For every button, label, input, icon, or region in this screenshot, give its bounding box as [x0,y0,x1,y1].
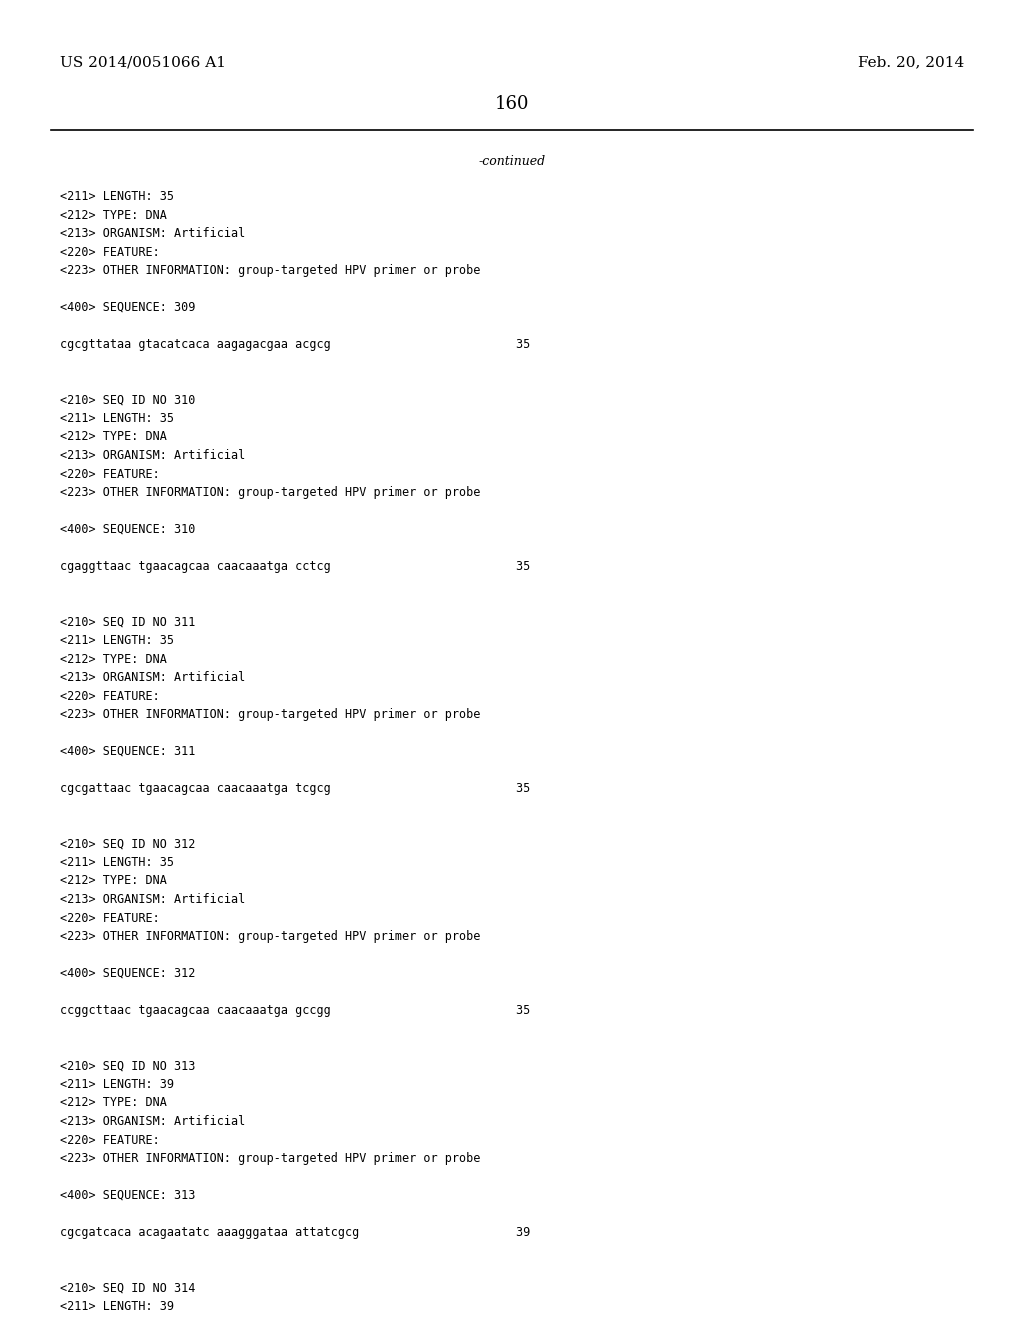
Text: cgcgttataa gtacatcaca aagagacgaa acgcg                          35: cgcgttataa gtacatcaca aagagacgaa acgcg 3… [60,338,530,351]
Text: <212> TYPE: DNA: <212> TYPE: DNA [60,875,167,887]
Text: <213> ORGANISM: Artificial: <213> ORGANISM: Artificial [60,227,246,240]
Text: <223> OTHER INFORMATION: group-targeted HPV primer or probe: <223> OTHER INFORMATION: group-targeted … [60,931,480,942]
Text: cgaggttaac tgaacagcaa caacaaatga cctcg                          35: cgaggttaac tgaacagcaa caacaaatga cctcg 3… [60,560,530,573]
Text: <223> OTHER INFORMATION: group-targeted HPV primer or probe: <223> OTHER INFORMATION: group-targeted … [60,486,480,499]
Text: <211> LENGTH: 39: <211> LENGTH: 39 [60,1300,174,1313]
Text: <223> OTHER INFORMATION: group-targeted HPV primer or probe: <223> OTHER INFORMATION: group-targeted … [60,1152,480,1166]
Text: <211> LENGTH: 35: <211> LENGTH: 35 [60,412,174,425]
Text: <400> SEQUENCE: 313: <400> SEQUENCE: 313 [60,1189,196,1203]
Text: cgcgatcaca acagaatatc aaagggataa attatcgcg                      39: cgcgatcaca acagaatatc aaagggataa attatcg… [60,1226,530,1239]
Text: <210> SEQ ID NO 314: <210> SEQ ID NO 314 [60,1282,196,1295]
Text: <212> TYPE: DNA: <212> TYPE: DNA [60,1097,167,1110]
Text: <211> LENGTH: 35: <211> LENGTH: 35 [60,855,174,869]
Text: <220> FEATURE:: <220> FEATURE: [60,246,160,259]
Text: <220> FEATURE:: <220> FEATURE: [60,689,160,702]
Text: <210> SEQ ID NO 310: <210> SEQ ID NO 310 [60,393,196,407]
Text: Feb. 20, 2014: Feb. 20, 2014 [858,55,964,69]
Text: <400> SEQUENCE: 311: <400> SEQUENCE: 311 [60,744,196,758]
Text: <220> FEATURE:: <220> FEATURE: [60,912,160,924]
Text: <212> TYPE: DNA: <212> TYPE: DNA [60,430,167,444]
Text: US 2014/0051066 A1: US 2014/0051066 A1 [60,55,226,69]
Text: <220> FEATURE:: <220> FEATURE: [60,467,160,480]
Text: <210> SEQ ID NO 311: <210> SEQ ID NO 311 [60,615,196,628]
Text: <400> SEQUENCE: 312: <400> SEQUENCE: 312 [60,968,196,979]
Text: <213> ORGANISM: Artificial: <213> ORGANISM: Artificial [60,671,246,684]
Text: <213> ORGANISM: Artificial: <213> ORGANISM: Artificial [60,894,246,906]
Text: <220> FEATURE:: <220> FEATURE: [60,1134,160,1147]
Text: cgcgattaac tgaacagcaa caacaaatga tcgcg                          35: cgcgattaac tgaacagcaa caacaaatga tcgcg 3… [60,781,530,795]
Text: <211> LENGTH: 35: <211> LENGTH: 35 [60,634,174,647]
Text: <400> SEQUENCE: 310: <400> SEQUENCE: 310 [60,523,196,536]
Text: <211> LENGTH: 39: <211> LENGTH: 39 [60,1078,174,1092]
Text: ccggcttaac tgaacagcaa caacaaatga gccgg                          35: ccggcttaac tgaacagcaa caacaaatga gccgg 3… [60,1005,530,1016]
Text: <212> TYPE: DNA: <212> TYPE: DNA [60,652,167,665]
Text: <223> OTHER INFORMATION: group-targeted HPV primer or probe: <223> OTHER INFORMATION: group-targeted … [60,264,480,277]
Text: <211> LENGTH: 35: <211> LENGTH: 35 [60,190,174,203]
Text: <400> SEQUENCE: 309: <400> SEQUENCE: 309 [60,301,196,314]
Text: -continued: -continued [478,154,546,168]
Text: <210> SEQ ID NO 313: <210> SEQ ID NO 313 [60,1060,196,1073]
Text: <213> ORGANISM: Artificial: <213> ORGANISM: Artificial [60,449,246,462]
Text: <213> ORGANISM: Artificial: <213> ORGANISM: Artificial [60,1115,246,1129]
Text: <210> SEQ ID NO 312: <210> SEQ ID NO 312 [60,837,196,850]
Text: <223> OTHER INFORMATION: group-targeted HPV primer or probe: <223> OTHER INFORMATION: group-targeted … [60,708,480,721]
Text: <212> TYPE: DNA: <212> TYPE: DNA [60,209,167,222]
Text: 160: 160 [495,95,529,114]
